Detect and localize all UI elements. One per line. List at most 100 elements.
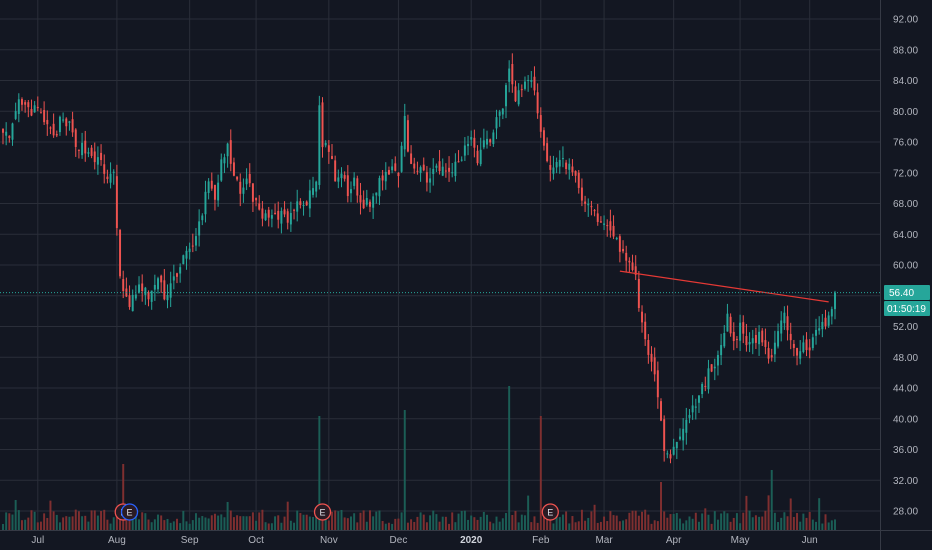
volume-bar bbox=[109, 523, 112, 530]
volume-bar bbox=[125, 515, 128, 530]
volume-bar bbox=[229, 510, 232, 530]
volume-bar bbox=[628, 512, 631, 530]
volume-bar bbox=[280, 522, 283, 530]
candle-body bbox=[138, 284, 141, 293]
trendline-drawing[interactable] bbox=[619, 270, 829, 303]
candle-body bbox=[359, 195, 362, 203]
volume-bar bbox=[780, 517, 783, 530]
candle-body bbox=[147, 292, 150, 300]
candle-body bbox=[552, 167, 555, 174]
volume-bar bbox=[501, 518, 504, 530]
candle-body bbox=[539, 115, 542, 132]
volume-bar bbox=[441, 516, 444, 530]
earnings-marker-letter: E bbox=[127, 508, 133, 518]
trendline[interactable] bbox=[619, 270, 829, 303]
earnings-marker-icon[interactable] bbox=[541, 503, 559, 521]
candle-body bbox=[751, 338, 754, 344]
candle-body bbox=[381, 175, 384, 181]
earnings-marker-icon[interactable] bbox=[120, 503, 139, 521]
candle-body bbox=[239, 181, 242, 194]
time-axis[interactable]: Jul Aug Sep Oct Nov Dec 2020 Feb Mar Apr May Jun bbox=[31, 535, 817, 546]
candle-body bbox=[818, 328, 821, 331]
candle-body bbox=[289, 212, 292, 225]
candle-body bbox=[748, 342, 751, 345]
candle-body bbox=[444, 170, 447, 172]
volume-bar bbox=[580, 509, 583, 530]
candle-body bbox=[647, 340, 650, 355]
candle-body bbox=[599, 221, 602, 223]
volume-bar bbox=[362, 510, 365, 530]
candle-body bbox=[384, 171, 387, 182]
candle-body bbox=[242, 187, 245, 194]
candle-body bbox=[403, 115, 406, 150]
candle-body bbox=[732, 331, 735, 342]
volume-bar bbox=[735, 513, 738, 530]
candle-body bbox=[52, 123, 55, 136]
volume-bar bbox=[622, 520, 625, 530]
candle-body bbox=[460, 159, 463, 161]
volume-bar bbox=[641, 511, 644, 530]
price-axis[interactable]: 92.00 88.00 84.00 80.00 76.00 72.00 68.00 64.00… bbox=[893, 15, 918, 518]
candle-body bbox=[236, 176, 239, 180]
volume-bar bbox=[112, 517, 115, 530]
candle-body bbox=[688, 414, 691, 418]
candle-body bbox=[451, 172, 454, 174]
candle-body bbox=[505, 85, 507, 107]
candle-body bbox=[637, 278, 640, 309]
volume-bar bbox=[191, 520, 194, 530]
volume-bar bbox=[454, 522, 457, 530]
x-axis-tick-label: Mar bbox=[595, 535, 613, 546]
candle-body bbox=[185, 250, 188, 259]
volume-bar bbox=[473, 517, 476, 530]
volume-bar bbox=[144, 513, 147, 530]
volume-bar bbox=[267, 523, 270, 530]
earnings-marker-icon[interactable] bbox=[313, 503, 332, 521]
y-axis-tick-label: 48.00 bbox=[893, 353, 918, 364]
candle-body bbox=[30, 109, 33, 116]
volume-bar bbox=[286, 501, 289, 530]
candle-body bbox=[482, 140, 485, 148]
volume-bar bbox=[792, 516, 795, 530]
volume-bar bbox=[226, 501, 229, 530]
candle-body bbox=[318, 105, 321, 185]
volume-bar bbox=[739, 523, 742, 530]
y-axis-tick-label: 40.00 bbox=[893, 414, 918, 425]
volume-bar bbox=[732, 517, 735, 530]
volume-bar bbox=[77, 511, 80, 530]
volume-bar bbox=[365, 521, 368, 530]
earnings-markers[interactable]: EEEE bbox=[114, 503, 559, 521]
candle-body bbox=[337, 177, 340, 182]
candle-body bbox=[501, 108, 504, 115]
candle-body bbox=[296, 201, 299, 212]
candle-body bbox=[694, 406, 697, 408]
volume-bar bbox=[660, 482, 662, 530]
volume-bar bbox=[742, 512, 745, 530]
candle-body bbox=[8, 135, 11, 139]
volume-bar bbox=[647, 514, 650, 530]
candle-body bbox=[754, 334, 757, 343]
volume-bar bbox=[100, 510, 103, 530]
y-axis-tick-label: 88.00 bbox=[893, 45, 918, 56]
candle-body bbox=[312, 188, 315, 195]
volume-bar bbox=[764, 510, 767, 530]
volume-bar bbox=[593, 504, 596, 530]
volume-bar bbox=[410, 519, 413, 530]
y-axis-tick-label: 44.00 bbox=[893, 384, 918, 395]
candle-body bbox=[299, 201, 302, 206]
candle-body bbox=[179, 267, 182, 274]
y-axis-tick-label: 72.00 bbox=[893, 168, 918, 179]
volume-bar bbox=[87, 521, 90, 530]
volume-bar bbox=[378, 510, 381, 530]
volume-bar bbox=[17, 510, 20, 530]
volume-bar bbox=[204, 517, 207, 530]
candle-body bbox=[701, 384, 704, 395]
volume-bar bbox=[634, 510, 637, 530]
candle-body bbox=[799, 351, 802, 359]
candle-body bbox=[786, 316, 789, 331]
volume-bar bbox=[827, 522, 830, 530]
candle-body bbox=[767, 348, 770, 359]
volume-bar bbox=[43, 513, 46, 530]
volume-bar bbox=[176, 518, 178, 530]
candle-body bbox=[81, 142, 84, 156]
